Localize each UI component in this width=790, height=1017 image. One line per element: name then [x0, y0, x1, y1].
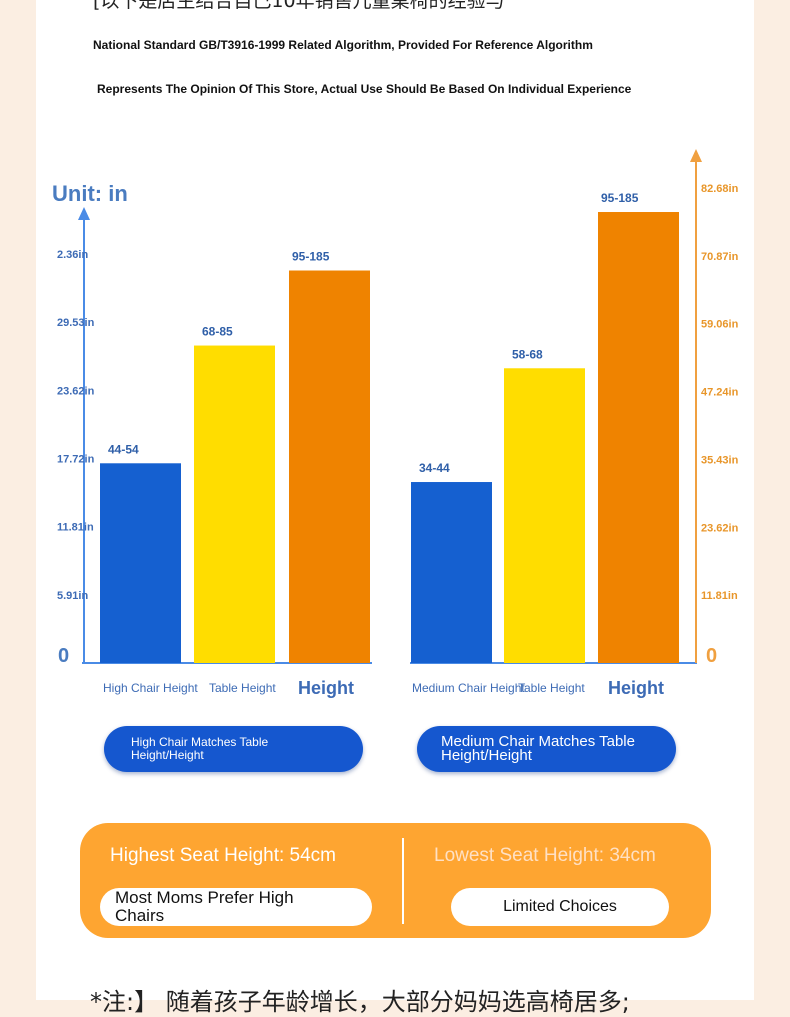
left-tick-label: 11.81in — [57, 522, 94, 534]
left-axis-arrow — [78, 207, 90, 220]
category-label: Table Height — [518, 681, 585, 695]
unit-label: Unit: in — [52, 181, 128, 206]
category-label: Height — [608, 678, 664, 698]
left-tick-label: 2.36in — [57, 249, 88, 261]
bar — [411, 482, 492, 663]
left-tick-label: 23.62in — [57, 385, 95, 397]
right-zero-label: 0 — [706, 645, 717, 667]
category-label: Table Height — [209, 681, 276, 695]
bar — [504, 368, 585, 663]
legend-high-chair-label: High Chair Matches Table Height/Height — [131, 735, 269, 762]
right-tick-label: 82.68in — [701, 183, 739, 195]
legend-medium-chair: Medium Chair Matches Table Height/Height — [417, 726, 676, 772]
high-chair-note-label: Most Moms Prefer High Chairs — [115, 888, 294, 925]
bar — [289, 270, 370, 663]
summary-divider — [402, 838, 404, 924]
bar — [100, 463, 181, 663]
limited-choices-note: Limited Choices — [451, 888, 669, 926]
category-label: Height — [298, 678, 354, 698]
bar-value-label: 68-85 — [202, 325, 233, 339]
category-label: Medium Chair Height — [412, 681, 525, 695]
high-chair-note: Most Moms Prefer High Chairs — [100, 888, 372, 926]
right-tick-label: 59.06in — [701, 319, 739, 331]
bar-value-label: 95-185 — [292, 250, 330, 264]
left-tick-label: 5.91in — [57, 590, 88, 602]
legend-high-chair: High Chair Matches Table Height/Height — [104, 726, 363, 772]
bar — [194, 345, 275, 663]
bar-value-label: 58-68 — [512, 347, 543, 361]
height-comparison-chart: Unit: in 5.91in 11.81in 17.72in 23.62in 29.53… — [52, 149, 739, 698]
right-tick-label: 11.81in — [701, 590, 738, 602]
category-label: High Chair Height — [103, 681, 198, 695]
bar — [598, 212, 679, 663]
opinion-note: Represents The Opinion Of This Store, Ac… — [97, 82, 632, 96]
left-zero-label: 0 — [58, 645, 69, 667]
lowest-seat-height: Lowest Seat Height: 34cm — [434, 845, 656, 866]
bar-value-label: 34-44 — [419, 461, 450, 475]
standard-note: National Standard GB/T3916-1999 Related … — [93, 38, 593, 52]
seat-height-summary: Highest Seat Height: 54cm Lowest Seat He… — [80, 823, 711, 938]
header-cut-text: [以下是店主结合自己10年销售儿童桌椅的经验与 — [93, 0, 505, 12]
right-tick-label: 70.87in — [701, 251, 739, 263]
right-tick-label: 23.62in — [701, 522, 739, 534]
right-tick-label: 35.43in — [701, 454, 739, 466]
highest-seat-height: Highest Seat Height: 54cm — [110, 845, 337, 866]
legend-medium-chair-label: Medium Chair Matches Table Height/Height — [441, 733, 635, 764]
bar-value-label: 95-185 — [601, 191, 639, 205]
right-axis-arrow — [690, 149, 702, 162]
limited-choices-label: Limited Choices — [503, 898, 617, 915]
right-tick-label: 47.24in — [701, 387, 739, 399]
left-tick-label: 17.72in — [57, 453, 95, 465]
left-tick-label: 29.53in — [57, 317, 95, 329]
bar-value-label: 44-54 — [108, 442, 139, 456]
